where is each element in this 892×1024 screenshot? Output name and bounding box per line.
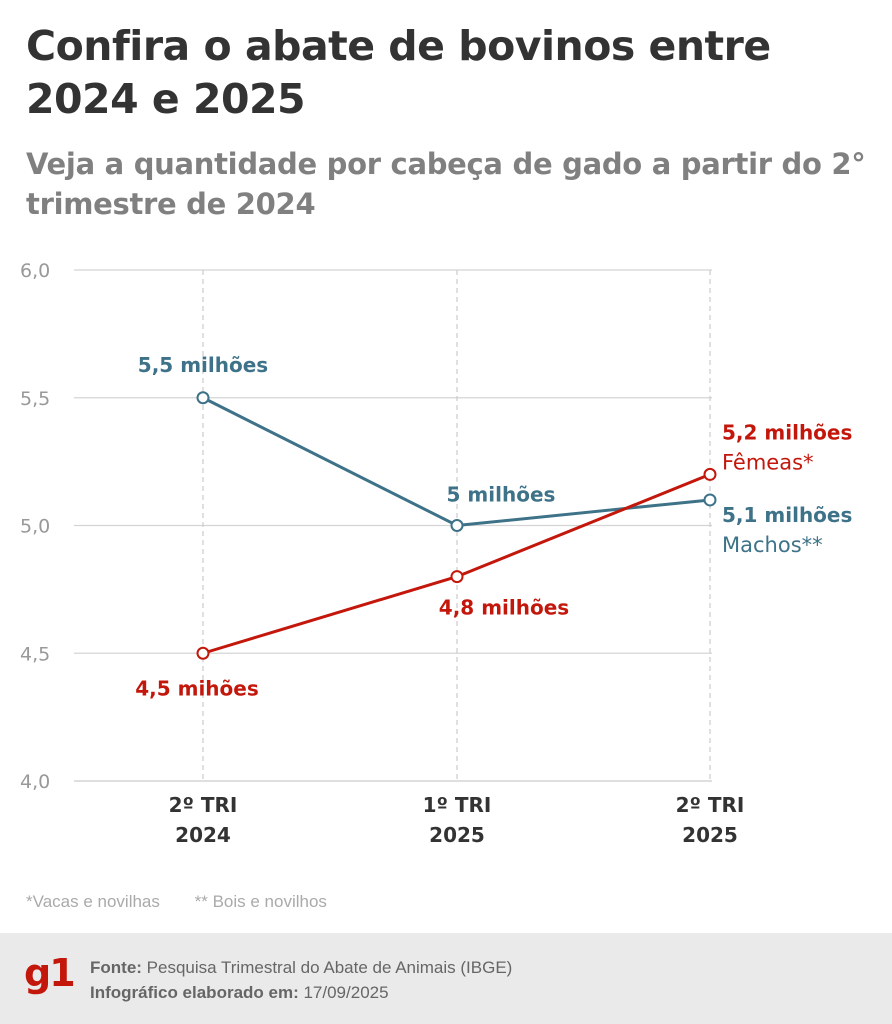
page-subtitle: Veja a quantidade por cabeça de gado a p… — [26, 147, 866, 221]
x-tick-label: 2º TRI — [676, 793, 745, 817]
x-tick-label: 2º TRI — [169, 793, 238, 817]
y-tick-label: 4,5 — [20, 643, 50, 665]
data-point — [703, 493, 717, 507]
data-label: 4,5 mihões — [135, 676, 259, 700]
source-label: Fonte: — [90, 958, 142, 977]
g1-logo: g1 — [24, 951, 76, 995]
footnotes: *Vacas e novilhas ** Bois e novilhos — [26, 892, 357, 912]
x-tick-label: 2025 — [429, 823, 485, 847]
footer-bar: g1 Fonte: Pesquisa Trimestral do Abate d… — [0, 933, 892, 1024]
x-tick-label: 2025 — [682, 823, 738, 847]
data-label: 5,5 milhões — [138, 353, 268, 377]
data-label: 5,1 milhões — [722, 503, 852, 527]
source-text: Pesquisa Trimestral do Abate de Animais … — [141, 958, 513, 977]
data-label: 5 milhões — [447, 483, 556, 507]
series-name-label: Fêmeas* — [722, 450, 814, 474]
y-tick-label: 5,5 — [20, 388, 50, 410]
footnote-machos: ** Bois e novilhos — [194, 892, 327, 911]
data-label: 4,8 milhões — [439, 596, 569, 620]
credit-label: Infográfico elaborado em: — [90, 983, 299, 1002]
footnote-femeas: *Vacas e novilhas — [26, 892, 160, 911]
series-name-label: Machos** — [722, 533, 823, 557]
y-tick-label: 4,0 — [20, 771, 50, 793]
credit-text: 17/09/2025 — [298, 983, 389, 1002]
x-tick-label: 2024 — [175, 823, 231, 847]
data-point — [196, 391, 210, 405]
data-point — [703, 467, 717, 481]
x-tick-label: 1º TRI — [423, 793, 492, 817]
source-line: Fonte: Pesquisa Trimestral do Abate de A… — [90, 958, 512, 978]
data-point — [450, 570, 464, 584]
page-title: Confira o abate de bovinos entre 2024 e … — [26, 22, 771, 123]
data-point — [196, 646, 210, 660]
y-tick-label: 6,0 — [20, 260, 50, 282]
line-chart: 6,0 5,5 5,0 4,5 4,0 2º TRI 2024 1º TRI 2025 2º TR… — [20, 260, 852, 847]
data-label: 5,2 milhões — [722, 420, 852, 444]
data-point — [450, 519, 464, 532]
credit-line: Infográfico elaborado em: 17/09/2025 — [90, 983, 389, 1003]
y-tick-label: 5,0 — [20, 516, 50, 538]
